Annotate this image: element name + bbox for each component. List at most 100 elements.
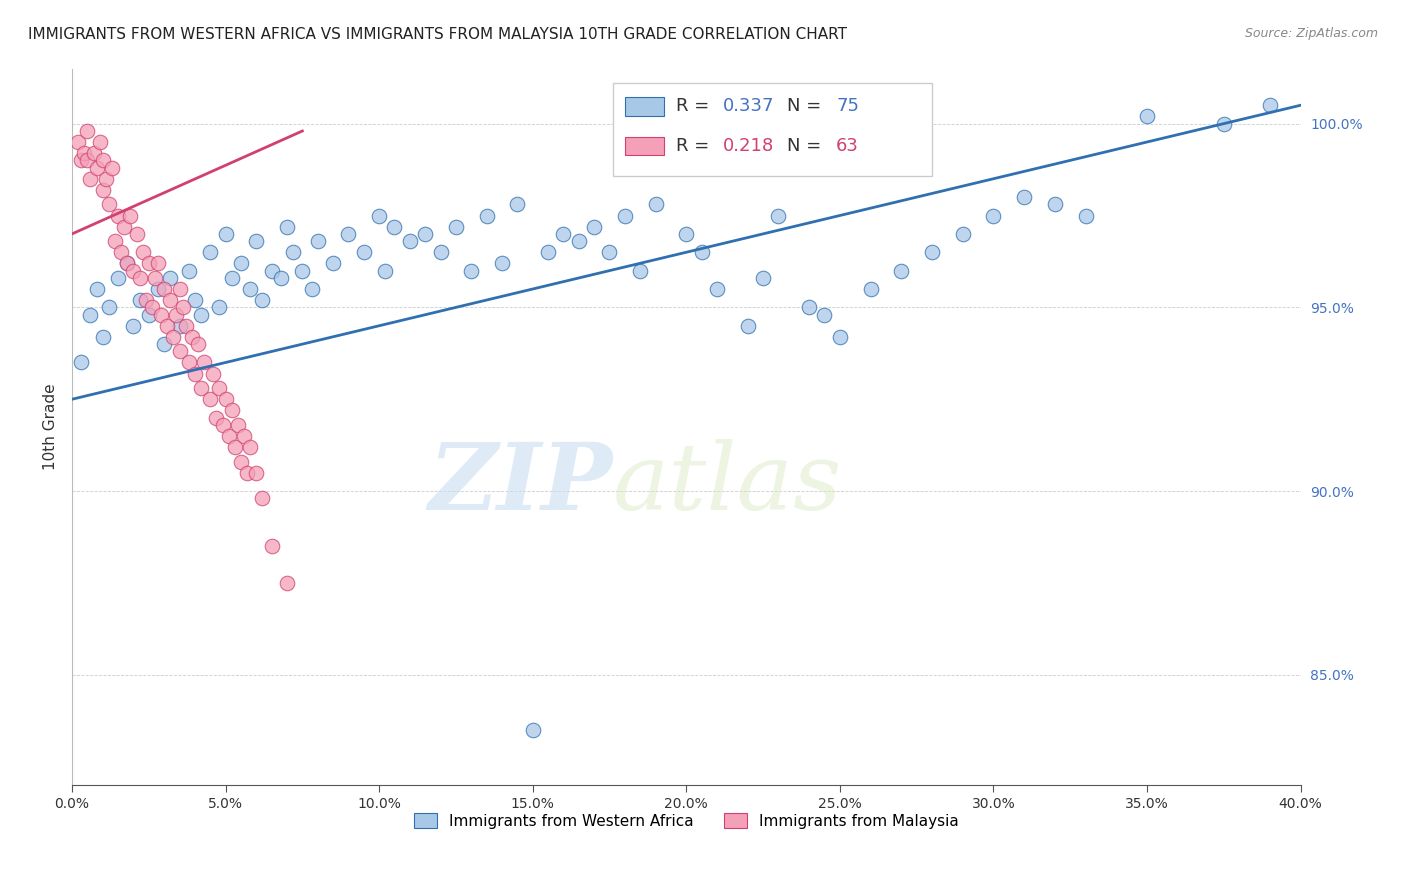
Point xyxy=(83,146,105,161)
Point xyxy=(859,282,882,296)
Point xyxy=(76,153,98,168)
Point xyxy=(180,330,202,344)
Y-axis label: 10th Grade: 10th Grade xyxy=(44,384,58,470)
Point xyxy=(125,227,148,241)
Point xyxy=(184,367,207,381)
Point xyxy=(169,318,191,333)
Text: 0.337: 0.337 xyxy=(723,97,775,115)
Point xyxy=(752,271,775,285)
Point xyxy=(165,308,187,322)
Point xyxy=(143,271,166,285)
Point xyxy=(613,209,636,223)
Point xyxy=(236,466,259,480)
Point xyxy=(122,263,145,277)
Point xyxy=(322,256,344,270)
Point xyxy=(276,219,298,234)
Point xyxy=(141,301,163,315)
Point xyxy=(260,263,283,277)
Point xyxy=(153,337,176,351)
Point xyxy=(374,263,396,277)
Point xyxy=(506,197,529,211)
Point xyxy=(200,245,222,260)
Point xyxy=(233,429,256,443)
Text: Source: ZipAtlas.com: Source: ZipAtlas.com xyxy=(1244,27,1378,40)
Point xyxy=(70,153,93,168)
Point xyxy=(91,183,114,197)
Point xyxy=(131,245,153,260)
Point xyxy=(193,355,215,369)
Point xyxy=(97,197,120,211)
Point xyxy=(1012,190,1035,204)
Point xyxy=(138,308,160,322)
Point xyxy=(444,219,467,234)
Point xyxy=(221,271,243,285)
Point xyxy=(146,256,169,270)
Point xyxy=(368,209,391,223)
Point xyxy=(202,367,225,381)
Point xyxy=(89,135,111,149)
Point xyxy=(76,124,98,138)
Point xyxy=(270,271,292,285)
Point xyxy=(169,344,191,359)
Text: R =: R = xyxy=(676,97,716,115)
Point xyxy=(94,171,117,186)
FancyBboxPatch shape xyxy=(613,83,932,176)
Point xyxy=(172,301,194,315)
Point xyxy=(169,282,191,296)
Point xyxy=(79,308,101,322)
Point xyxy=(628,263,651,277)
Point xyxy=(301,282,323,296)
Point xyxy=(221,403,243,417)
Point xyxy=(737,318,759,333)
Text: ZIP: ZIP xyxy=(429,439,613,529)
Point xyxy=(174,318,197,333)
Point xyxy=(67,135,90,149)
Point xyxy=(91,153,114,168)
Point xyxy=(245,466,267,480)
Point xyxy=(460,263,482,277)
Point xyxy=(122,318,145,333)
Point xyxy=(644,197,666,211)
Point xyxy=(97,301,120,315)
Text: N =: N = xyxy=(787,97,827,115)
Point xyxy=(159,293,181,307)
Point xyxy=(86,282,108,296)
Point xyxy=(252,293,274,307)
Text: 63: 63 xyxy=(837,136,859,155)
Point xyxy=(138,256,160,270)
Point xyxy=(229,455,252,469)
Text: R =: R = xyxy=(676,136,716,155)
FancyBboxPatch shape xyxy=(624,136,664,155)
Point xyxy=(260,539,283,553)
Point xyxy=(952,227,974,241)
Point xyxy=(475,209,498,223)
Point xyxy=(107,271,129,285)
Point xyxy=(153,282,176,296)
Point xyxy=(813,308,835,322)
Point xyxy=(117,256,139,270)
Point xyxy=(86,161,108,175)
Point xyxy=(768,209,790,223)
Point xyxy=(112,219,135,234)
Legend: Immigrants from Western Africa, Immigrants from Malaysia: Immigrants from Western Africa, Immigran… xyxy=(408,806,965,835)
Point xyxy=(429,245,451,260)
Point xyxy=(190,381,212,395)
FancyBboxPatch shape xyxy=(624,97,664,116)
Point xyxy=(690,245,713,260)
Point xyxy=(184,293,207,307)
Text: N =: N = xyxy=(787,136,827,155)
Point xyxy=(983,209,1005,223)
Point xyxy=(226,417,249,432)
Point xyxy=(208,381,231,395)
Point xyxy=(245,234,267,248)
Point xyxy=(214,392,236,407)
Point xyxy=(159,271,181,285)
Point xyxy=(107,209,129,223)
Point xyxy=(177,355,200,369)
Point xyxy=(177,263,200,277)
Point xyxy=(128,271,150,285)
Point xyxy=(239,282,262,296)
Point xyxy=(522,723,544,737)
Point xyxy=(399,234,422,248)
Point xyxy=(146,282,169,296)
